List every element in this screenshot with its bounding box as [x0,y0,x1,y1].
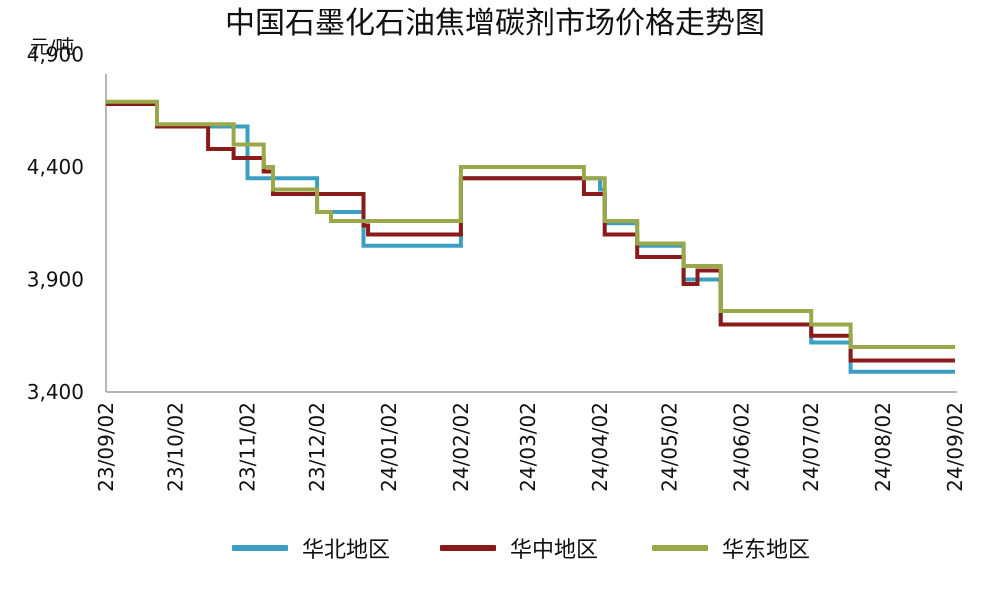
x-tick-label: 24/09/02 [943,402,967,492]
x-tick-label: 23/11/02 [236,402,260,492]
x-tick-label: 24/05/02 [658,402,682,492]
x-tick-label: 24/01/02 [377,402,401,492]
y-axis-unit-label: 元/吨 [30,36,75,58]
x-tick-label: 24/02/02 [449,402,473,492]
x-tick-label: 23/09/02 [94,402,118,492]
y-tick-label: 3,400 [27,380,84,404]
legend-item-huabei: 华北地区 [232,528,390,568]
legend-item-huadong: 华东地区 [652,528,810,568]
x-tick-label: 24/03/02 [516,402,540,492]
legend-swatch-huazhong [440,545,496,551]
legend-label-huadong: 华东地区 [722,538,811,563]
series-lines [106,99,955,374]
y-tick-label: 3,900 [27,268,84,292]
legend-label-huazhong: 华中地区 [510,538,599,563]
x-tick-label: 24/06/02 [730,402,754,492]
x-tick-label: 24/07/02 [799,402,823,492]
legend-label-huabei: 华北地区 [302,538,391,563]
y-tick-label: 4,400 [27,155,84,179]
x-tick-label: 23/12/02 [305,402,329,492]
legend-swatch-huadong [652,545,708,551]
legend-item-huazhong: 华中地区 [440,528,598,568]
chart-title: 中国石墨化石油焦增碳剂市场价格走势图 [225,6,765,41]
legend: 华北地区 华中地区 华东地区 [0,528,990,568]
x-tick-label: 24/04/02 [588,402,612,492]
tick-labels: 3,400 3,900 4,400 4,900 23/09/02 23/10/02 23/1… [27,43,967,492]
x-tick-label: 24/08/02 [871,402,895,492]
y-tick-label: 4,900 [27,43,84,67]
axes [105,74,957,393]
legend-swatch-huabei [232,545,288,551]
x-tick-label: 23/10/02 [164,402,188,492]
series-line-2 [106,99,955,349]
